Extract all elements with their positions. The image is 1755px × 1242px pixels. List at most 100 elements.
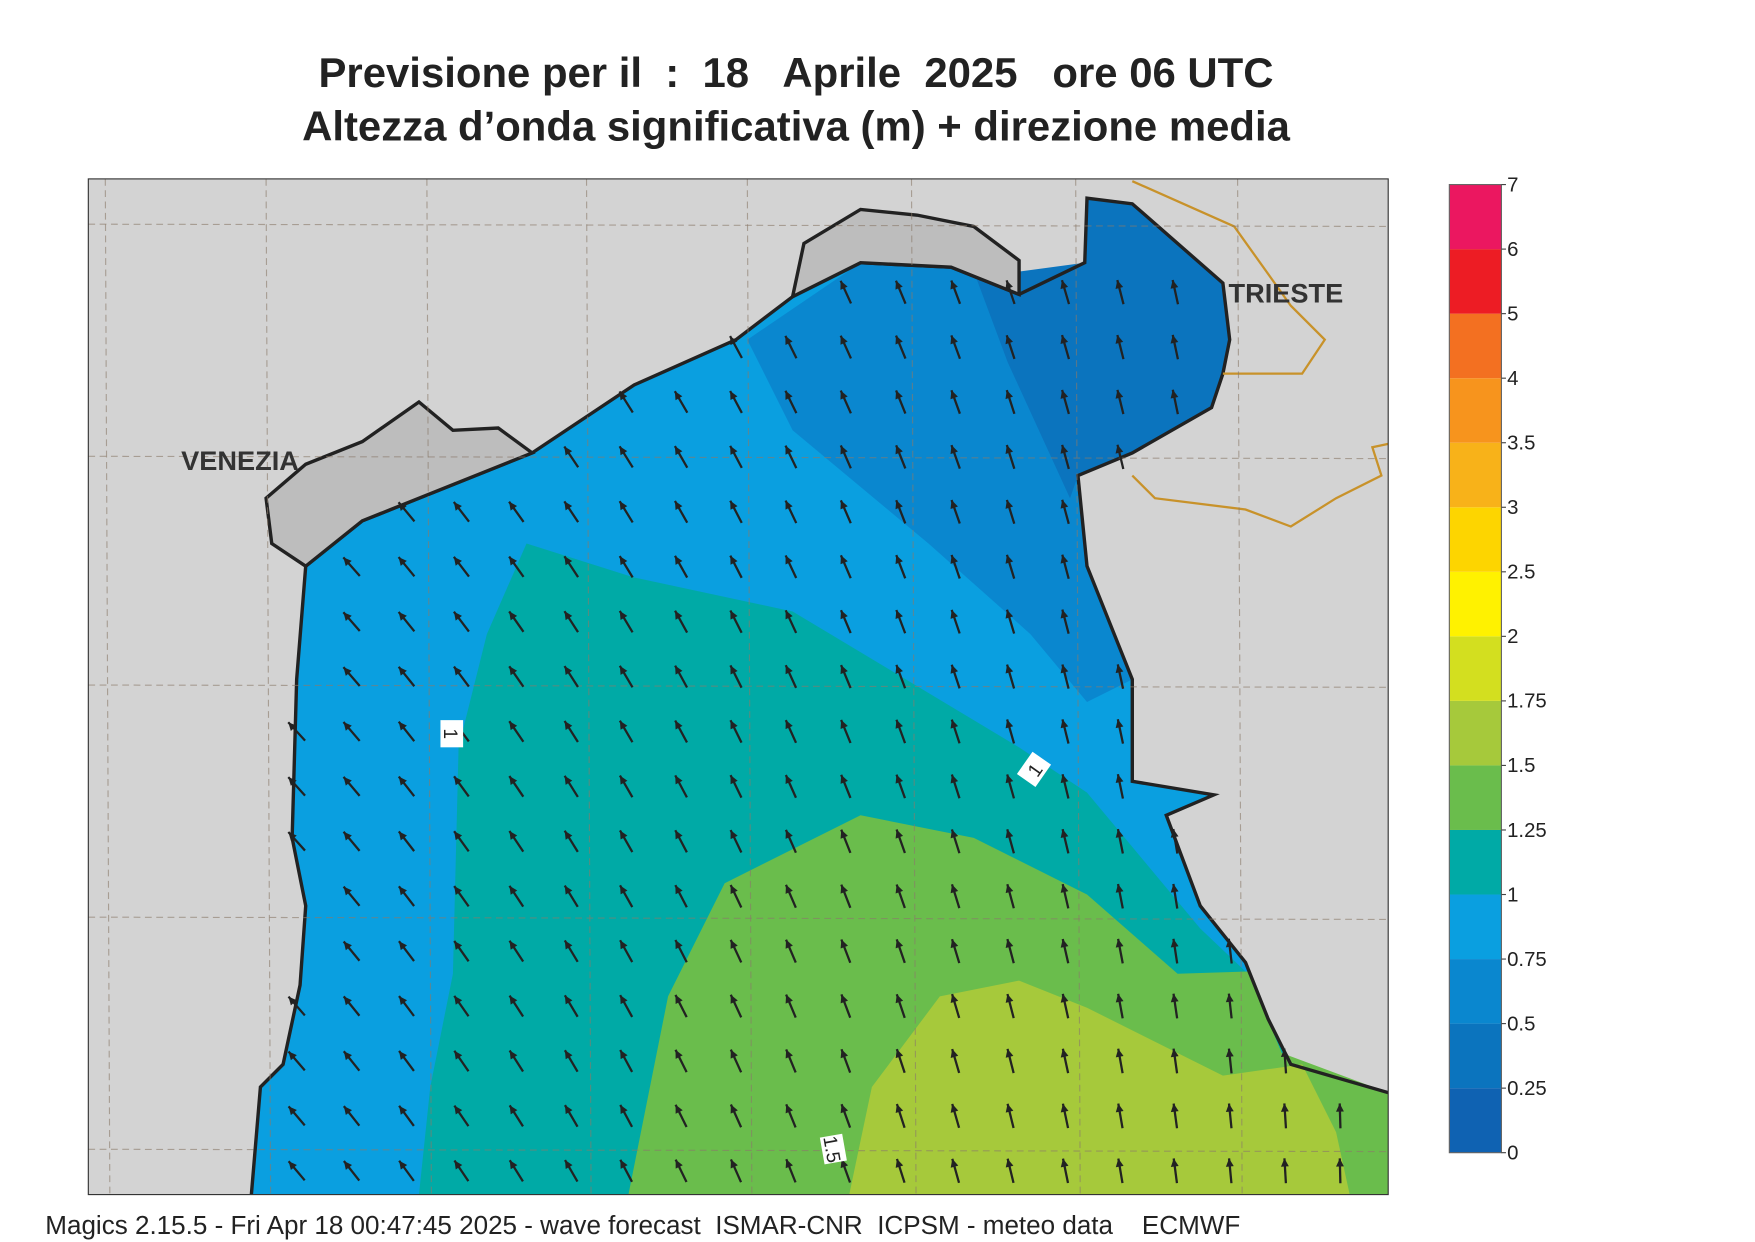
arrow-head (454, 940, 463, 950)
arrow (839, 280, 853, 304)
arrow (1115, 828, 1124, 854)
border (1131, 180, 1389, 528)
arrow-head (399, 1105, 408, 1115)
arrow (895, 829, 906, 854)
arrow (1336, 1103, 1344, 1129)
scaled-layer: Previsione per il : 18 Aprile 2025 ore 0… (45, 49, 1546, 1240)
arrow-head (675, 830, 683, 840)
arrow (1115, 334, 1125, 360)
arrow-head (398, 721, 407, 731)
arrow-head (1060, 938, 1069, 948)
arrow-head (675, 885, 683, 895)
grado-lagoon (790, 207, 1021, 300)
arrow (563, 720, 579, 743)
arrow (729, 500, 743, 524)
arrow-head (950, 1158, 959, 1168)
arrow (342, 556, 361, 577)
arrow-head (1280, 1048, 1289, 1057)
arrow-head (895, 994, 904, 1004)
arrow-head (1170, 1103, 1179, 1113)
arrow (1280, 1103, 1289, 1129)
arrow (1060, 664, 1070, 689)
arrow (784, 664, 798, 689)
arrow-head (1005, 390, 1014, 400)
arrow-head (1005, 499, 1014, 509)
arrow-head (398, 557, 407, 566)
arrow-head (1005, 554, 1014, 564)
arrow (839, 554, 852, 579)
colorbar-bin (1449, 378, 1502, 443)
arrow-head (785, 390, 793, 400)
arrow (1115, 1103, 1124, 1129)
arrow-head (950, 609, 959, 619)
arrow (287, 831, 306, 852)
arrow (1115, 773, 1125, 799)
arrow-head (620, 1159, 628, 1169)
arrow (397, 611, 416, 633)
arrow (950, 883, 961, 909)
arrow (1225, 938, 1234, 964)
arrow-head (840, 390, 848, 400)
arrow-head (730, 1049, 738, 1059)
arrow-head (398, 941, 408, 951)
arrow (397, 501, 416, 523)
arrow-head (509, 611, 518, 621)
arrow (673, 500, 689, 524)
arrow (398, 940, 415, 962)
arrow-head (1060, 719, 1069, 729)
arrow-head (675, 940, 683, 950)
arrow (397, 830, 416, 852)
arrow-head (1060, 1103, 1069, 1113)
arrow (287, 721, 306, 742)
arrow (785, 939, 797, 964)
arrow (1060, 719, 1070, 744)
arrow (508, 555, 525, 578)
arrow-head (1060, 993, 1069, 1003)
arrow-head (454, 776, 463, 786)
arrow (508, 994, 525, 1018)
arrow-head (1170, 389, 1179, 399)
arrow (729, 664, 743, 689)
arrow (508, 1104, 524, 1128)
arrow (1060, 444, 1070, 470)
arrow-head (343, 557, 352, 567)
colorbar-frame (1448, 183, 1502, 1154)
arrow (784, 390, 798, 414)
colorbar-bin (1449, 829, 1502, 895)
arrow-head (840, 500, 848, 510)
arrow-head (1060, 884, 1069, 893)
arrow-head (509, 830, 518, 840)
arrow (453, 1104, 470, 1127)
colorbar-bin (1449, 636, 1502, 701)
arrow-head (619, 391, 628, 401)
arrow-head (1115, 938, 1124, 948)
arrow-head (619, 665, 628, 675)
arrow-head (1115, 1158, 1124, 1168)
arrow-head (1115, 993, 1124, 1003)
arrow-head (1060, 499, 1069, 509)
arrow-head (840, 610, 848, 620)
arrow (563, 610, 579, 633)
arrow (674, 994, 688, 1018)
arrow (563, 500, 580, 523)
colorbar-label: 3.5 (1507, 433, 1535, 455)
arrow-head (509, 885, 518, 895)
arrow (895, 444, 907, 469)
arrow (619, 829, 634, 853)
arrow-head (509, 666, 518, 676)
contour-label: 1 (1016, 751, 1052, 787)
arrow (950, 1103, 961, 1129)
arrow-head (730, 610, 738, 620)
arrow (673, 445, 689, 469)
arrow (895, 774, 907, 799)
arrow (895, 884, 906, 909)
arrow (1060, 499, 1070, 525)
arrow (1115, 993, 1124, 1019)
arrow-head (950, 774, 959, 784)
arrow-head (1115, 774, 1124, 783)
arrow-head (730, 884, 738, 895)
arrow (508, 501, 525, 523)
arrow-head (1225, 1158, 1234, 1167)
colorbar-label: 1.5 (1507, 755, 1535, 777)
arrow (342, 666, 361, 687)
